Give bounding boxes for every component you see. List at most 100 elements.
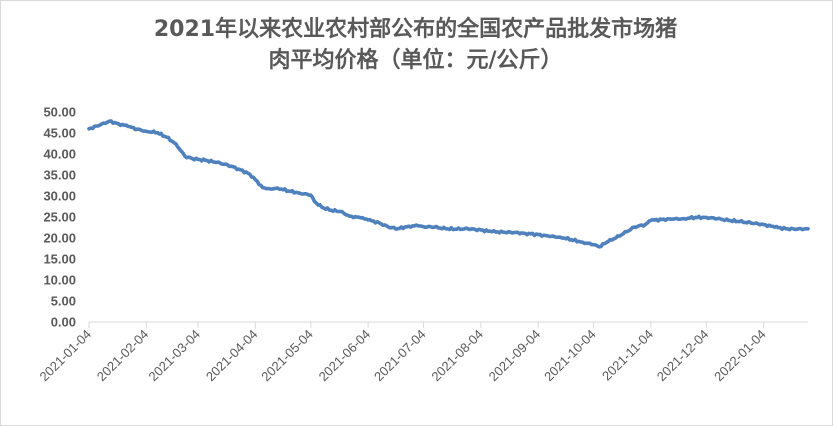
data-point: [183, 154, 187, 159]
data-point: [174, 142, 178, 146]
series-group: [87, 119, 810, 249]
series-line-pork-price: [87, 119, 810, 249]
x-tick-label: 2021-04-04: [203, 327, 261, 385]
data-point: [396, 227, 400, 231]
data-point: [558, 235, 562, 239]
y-tick-label: 15.00: [43, 252, 76, 267]
data-point: [117, 122, 121, 126]
data-point: [479, 228, 483, 232]
data-point: [377, 221, 381, 225]
chart-title-line-2: 肉平均价格（单位：元/公斤）: [268, 48, 563, 73]
y-tick-label: 50.00: [43, 105, 76, 120]
data-point: [366, 218, 370, 222]
x-tick-label: 2021-05-04: [258, 327, 316, 385]
data-point: [580, 240, 585, 244]
data-point: [455, 227, 459, 231]
data-point: [268, 187, 272, 191]
data-point: [359, 216, 363, 220]
data-point: [107, 119, 111, 123]
data-point: [671, 217, 675, 221]
data-point: [501, 230, 505, 234]
y-tick-label: 30.00: [43, 189, 76, 204]
y-tick-label: 0.00: [51, 315, 76, 330]
x-tick-label: 2021-07-04: [371, 327, 429, 385]
x-tick-label: 2021-09-04: [486, 327, 544, 385]
x-tick-label: 2021-08-04: [428, 327, 486, 385]
data-point: [523, 231, 527, 235]
data-point: [433, 225, 437, 229]
data-point: [614, 236, 618, 240]
data-point: [248, 172, 252, 176]
data-point: [126, 124, 130, 128]
y-tick-label: 45.00: [43, 126, 76, 141]
y-tick-label: 5.00: [51, 294, 76, 309]
data-point: [253, 178, 257, 182]
data-point: [287, 189, 291, 193]
data-point: [569, 238, 574, 242]
data-point: [348, 214, 352, 218]
x-tick-label: 2021-02-04: [94, 327, 152, 385]
data-point: [386, 225, 390, 229]
x-tick-label: 2021-06-04: [316, 327, 374, 385]
x-tick-label: 2021-10-04: [541, 327, 599, 385]
data-point: [715, 217, 720, 221]
data-point: [738, 220, 742, 224]
data-point: [87, 127, 91, 131]
y-tick-label: 10.00: [43, 273, 76, 288]
data-point: [762, 223, 766, 227]
data-point: [329, 208, 333, 212]
data-point: [98, 123, 102, 127]
data-point: [726, 218, 731, 222]
data-point: [214, 160, 219, 164]
data-point: [190, 157, 195, 161]
data-point: [597, 245, 601, 249]
data-point: [312, 199, 317, 204]
data-point: [237, 167, 241, 171]
data-point: [606, 239, 611, 243]
data-point: [806, 227, 810, 231]
data-point: [660, 217, 664, 222]
data-point: [444, 227, 448, 231]
data-point: [795, 227, 799, 231]
y-tick-label: 25.00: [43, 210, 76, 225]
data-point: [682, 217, 686, 221]
chart-title: 2021年以来农业农村部公布的全国农产品批发市场猪 肉平均价格（单位：元/公斤）: [0, 14, 831, 76]
y-tick-label: 20.00: [43, 231, 76, 246]
data-point: [298, 191, 302, 195]
data-point: [693, 215, 697, 219]
data-point: [275, 186, 280, 190]
y-tick-label: 35.00: [43, 168, 76, 183]
data-point: [632, 225, 636, 229]
y-tick-label: 40.00: [43, 147, 76, 162]
data-point: [196, 157, 200, 162]
data-point: [490, 230, 494, 234]
data-point: [421, 225, 426, 229]
data-point: [416, 224, 420, 228]
data-point: [704, 215, 708, 219]
data-point: [155, 131, 159, 135]
x-tick-label: 2021-11-04: [599, 327, 656, 384]
data-point: [338, 209, 342, 214]
x-tick-label: 2021-01-04: [36, 327, 94, 385]
data-point: [749, 221, 753, 225]
data-point: [643, 223, 647, 227]
data-point: [621, 232, 625, 236]
chart-title-line-1: 2021年以来农业农村部公布的全国农产品批发市场猪: [153, 17, 678, 42]
x-tick-label: 2021-12-04: [654, 327, 712, 385]
data-point: [512, 230, 516, 235]
data-point: [649, 218, 653, 222]
data-point: [165, 135, 169, 139]
y-axis-tick-labels: 0.00 5.00 10.00 15.00 20.00 25.00 30.00 35.00 40…: [43, 105, 76, 330]
data-point: [320, 205, 324, 209]
data-point: [773, 225, 777, 229]
data-point: [466, 227, 470, 231]
data-point: [592, 243, 596, 247]
data-point: [784, 227, 788, 231]
data-point: [547, 234, 551, 238]
data-point: [135, 127, 139, 131]
data-point: [203, 158, 207, 162]
data-point: [407, 224, 411, 228]
